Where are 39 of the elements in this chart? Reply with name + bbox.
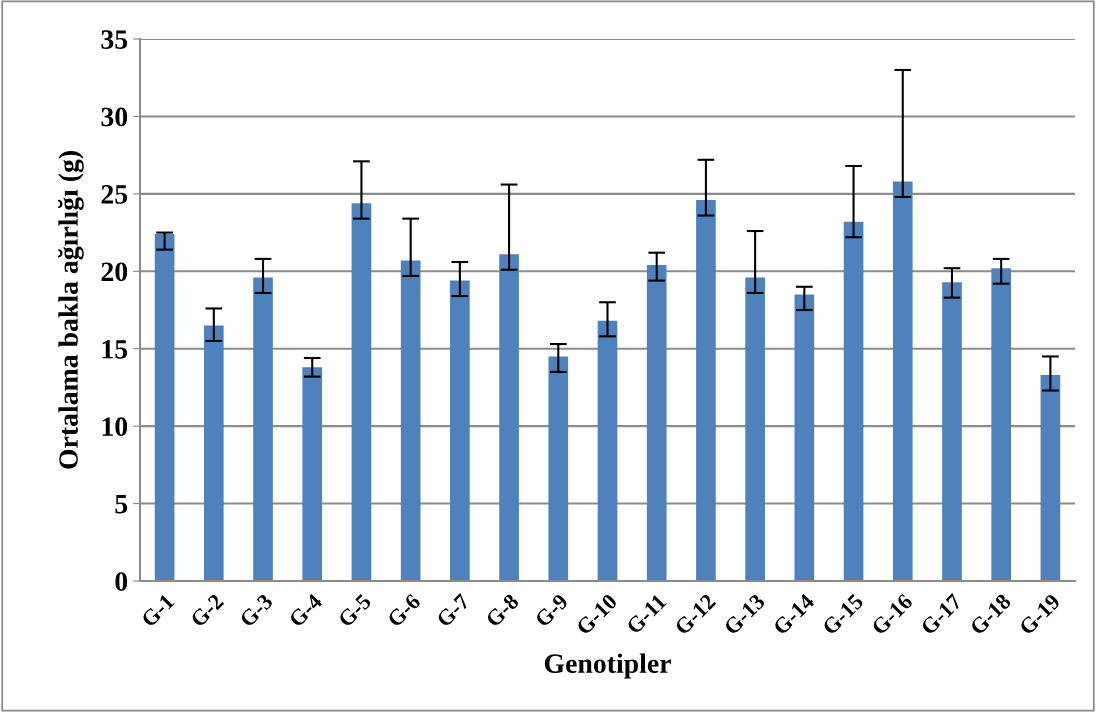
bar (154, 234, 175, 581)
bar (646, 265, 667, 581)
y-tick-label: 15 (102, 340, 128, 359)
bar (745, 277, 765, 581)
x-tick-label: G-9 (534, 593, 569, 628)
y-tick-label: 5 (115, 495, 128, 514)
bar (1040, 375, 1061, 581)
y-tick-label: 20 (101, 262, 128, 282)
bar (302, 367, 323, 581)
y-tick-label: 25 (101, 185, 128, 204)
y-tick-label: 0 (115, 572, 128, 591)
bar (843, 221, 864, 581)
x-tick-label: G-2 (189, 593, 225, 628)
x-tick-label: G-8 (484, 593, 520, 628)
x-axis-title: Genotipler (544, 653, 671, 679)
x-tick-label: G-5 (337, 593, 372, 628)
y-axis-title: Ortalama bakla ağırlığı (g) (58, 151, 84, 469)
bar (351, 203, 372, 581)
bar (548, 356, 569, 581)
bar (499, 254, 519, 581)
x-tick-label: G-11 (625, 593, 667, 635)
x-tick-label: G-6 (386, 593, 422, 628)
bar (696, 200, 716, 581)
bar (253, 277, 273, 581)
bar (203, 325, 224, 581)
x-tick-label: G-3 (238, 593, 274, 628)
bar (450, 280, 470, 581)
y-tick-label: 30 (101, 107, 128, 127)
x-tick-label: G-1 (140, 593, 175, 628)
x-tick-label: G-7 (435, 592, 471, 628)
bar (892, 181, 913, 581)
bar (400, 260, 421, 581)
bar (794, 294, 815, 581)
bar (597, 320, 618, 581)
x-tick-label: G-4 (288, 592, 323, 628)
bar (991, 268, 1012, 581)
bar (942, 282, 962, 581)
y-tick-label: 35 (101, 30, 128, 49)
y-tick-label: 10 (102, 417, 128, 437)
